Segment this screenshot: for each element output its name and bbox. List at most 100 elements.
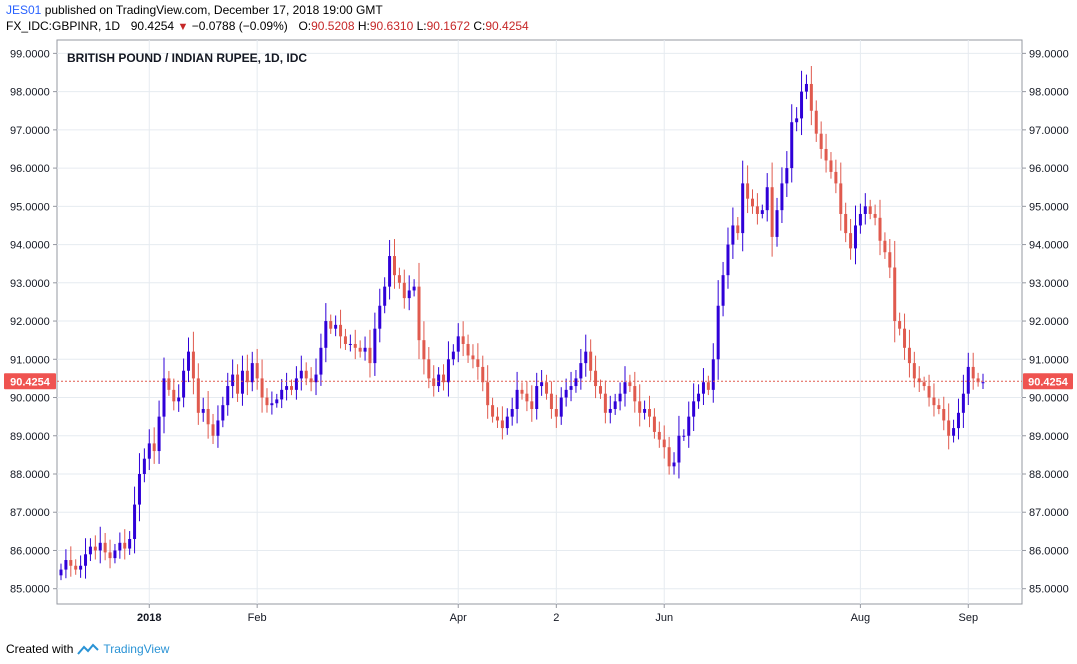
candle-body [314,374,318,383]
y-tick-label-left: 97.0000 [10,125,50,137]
candle [971,352,975,390]
candle [770,162,774,257]
candle [290,379,293,396]
candle-body [442,374,446,383]
chart-title: BRITISH POUND / INDIAN RUPEE, 1D, IDC [67,51,307,65]
candle-body [863,206,867,214]
candle [648,395,652,428]
candle-body [334,324,338,329]
y-tick-label-left: 93.0000 [10,278,50,290]
candle [608,395,612,424]
candle [834,159,838,194]
candle [363,336,367,361]
candle-body [221,405,225,421]
candle-body [633,386,637,402]
tradingview-link[interactable]: TradingView [103,642,170,656]
candle [442,364,446,391]
candle-body [824,148,828,161]
candle-body [648,408,652,417]
candle-body [510,408,514,417]
candle-body [814,110,818,134]
candle-body [956,412,960,429]
candle-body [721,275,725,306]
candle-body [981,382,985,384]
candle-body [701,382,705,394]
close-label: C: [473,19,486,33]
candle [481,355,485,392]
candle-body [388,256,392,287]
candle [69,546,73,577]
candle-body [236,374,240,394]
candle [839,162,843,231]
candle-body [947,420,951,436]
tradingview-logo-icon [77,643,100,655]
candle [574,369,578,393]
candle-body [260,378,264,398]
candle-body [142,458,146,474]
candle-body [216,420,220,436]
candle-body [628,382,632,387]
candle-body [692,401,696,417]
candle [461,321,465,357]
price-chart[interactable]: 85.0000 86.0000 87.0000 88.0000 89.0000 90.00… [0,38,1077,636]
ohlc-line: FX_IDC:GBPINR, 1D 90.4254 ▼ −0.0788 (−0.… [6,19,529,33]
y-tick-label-right: 99.0000 [1029,48,1069,60]
high-value: 90.6310 [369,19,414,33]
candle [584,334,588,377]
candle [275,393,279,408]
candle [383,277,387,314]
candle-body [790,122,794,169]
candle-body [834,171,838,184]
candle [652,408,656,439]
candle [59,563,63,581]
candle-body [275,399,279,404]
candle-body [731,225,735,245]
candle [505,408,509,435]
author-link[interactable]: JES01 [6,3,42,17]
candle [692,383,696,432]
candle [167,370,171,396]
candle-body [839,183,843,214]
candle-body [697,393,701,402]
candle-body [594,370,598,387]
candle-body [927,386,931,398]
candle-body [167,378,171,390]
candle [912,351,916,388]
candle [937,398,941,415]
candle [721,261,725,317]
candle [206,391,210,439]
plot-frame [56,39,1023,605]
candle-body [339,324,343,337]
candles [59,66,985,581]
last-price-tag-left: 90.4254 [4,373,56,390]
candle [829,152,833,179]
candle [250,351,254,392]
candle-body [157,416,161,452]
candle [927,374,931,407]
candle-body [231,374,235,387]
candle [677,415,681,479]
candle-body [363,347,367,352]
candle-body [952,428,956,436]
candle-body [652,416,656,432]
candle [172,378,176,411]
candle-body [240,370,244,394]
candle [348,334,352,352]
candle-body [265,397,269,406]
candle-body [780,183,784,211]
candle [343,328,347,350]
candle [412,279,416,297]
candle [716,280,720,380]
created-with-text: Created with [6,642,74,656]
y-tick-label-right: 98.0000 [1029,87,1069,99]
candle-body [368,347,372,364]
candle [142,448,146,483]
candle [623,366,627,407]
candle [824,133,828,173]
candle-body [657,431,661,440]
candle [495,407,499,428]
x-tick-label: Aug [851,612,871,624]
candle-body [525,393,529,402]
candle [314,358,318,396]
candle [299,355,303,391]
